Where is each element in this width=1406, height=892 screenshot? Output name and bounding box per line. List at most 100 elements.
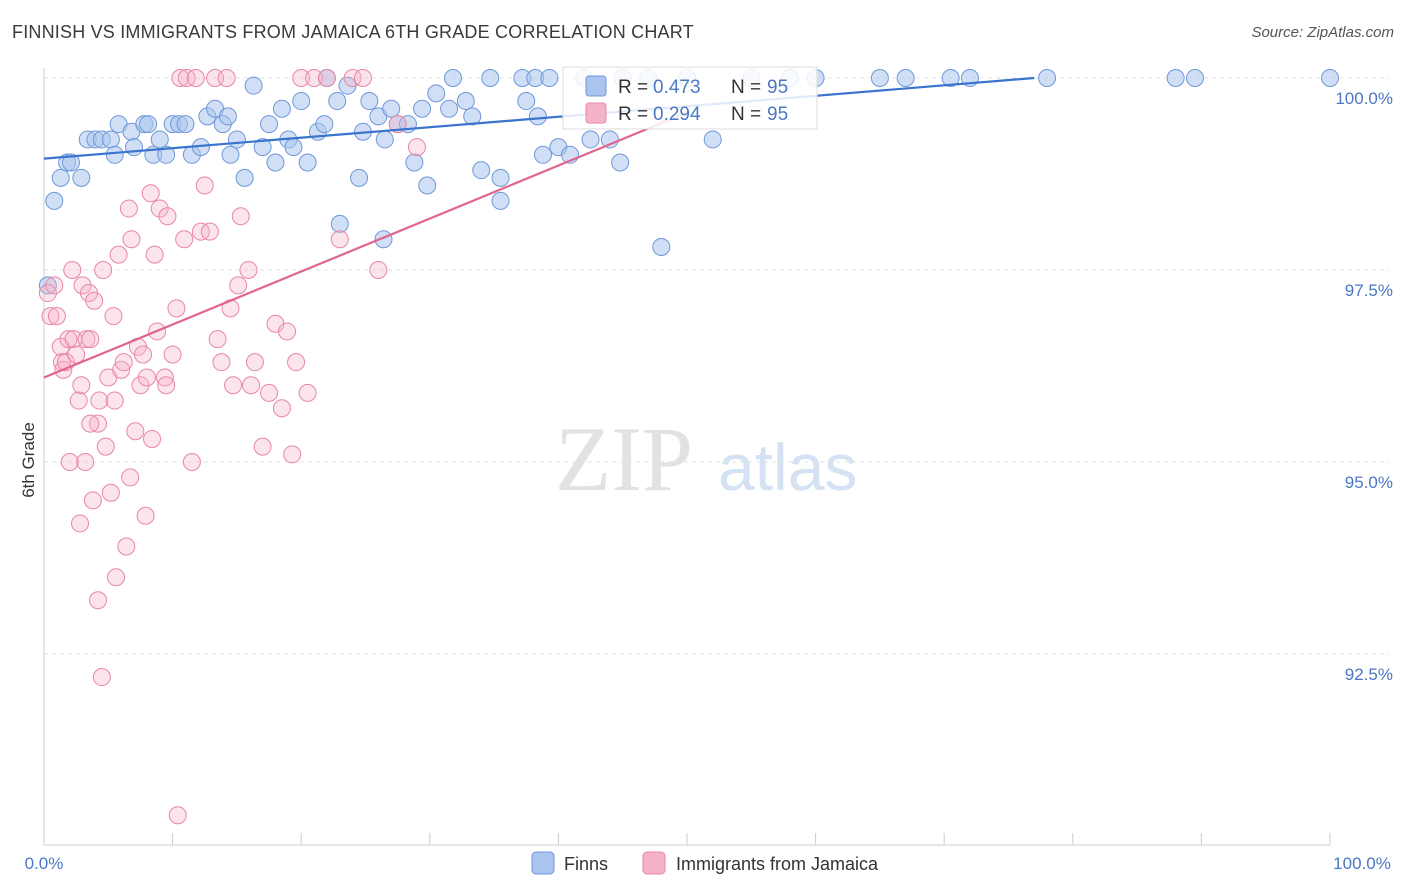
- finns-point: [941, 69, 960, 87]
- finns-point: [221, 145, 240, 164]
- jamaica-point: [191, 222, 210, 241]
- finns-point: [427, 84, 446, 103]
- jamaica-point: [158, 207, 177, 226]
- jamaica-point: [217, 69, 236, 87]
- stats-legend-n-value-jamaica: 95: [767, 104, 788, 125]
- stats-legend-n-label-2: N =: [731, 104, 761, 125]
- series-legend: Finns Immigrants from Jamaica: [531, 851, 879, 875]
- finns-point: [150, 130, 169, 149]
- chart-title: FINNISH VS IMMIGRANTS FROM JAMAICA 6TH G…: [12, 22, 694, 42]
- jamaica-point: [94, 261, 113, 279]
- finns-point: [45, 191, 64, 210]
- finns-point: [244, 76, 263, 95]
- finns-point: [413, 99, 432, 118]
- finns-point: [101, 130, 120, 149]
- jamaica-point: [208, 330, 227, 349]
- finns-point: [481, 69, 500, 87]
- jamaica-point: [47, 307, 66, 326]
- jamaica-point: [60, 453, 79, 471]
- finns-point: [272, 99, 291, 118]
- finns-point: [62, 153, 81, 172]
- finns-point: [456, 92, 475, 111]
- finns-point: [375, 130, 394, 149]
- jamaica-point: [317, 69, 336, 87]
- y-tick-label: 97.5%: [1345, 281, 1393, 300]
- jamaica-point: [283, 445, 302, 464]
- jamaica-point: [121, 468, 140, 487]
- finns-point: [292, 92, 311, 111]
- jamaica-point: [168, 806, 187, 825]
- series-legend-swatch-finns: [531, 851, 555, 875]
- finns-point: [1166, 69, 1185, 87]
- stats-legend-swatch-jamaica: [585, 102, 607, 124]
- trend-line-jamaica: [43, 111, 688, 379]
- finns-point: [284, 138, 303, 157]
- y-tick-label: 95.0%: [1345, 473, 1393, 492]
- jamaica-point: [67, 345, 86, 364]
- jamaica-point: [145, 245, 164, 264]
- y-tick-label: 92.5%: [1345, 665, 1393, 684]
- jamaica-point: [200, 222, 219, 241]
- jamaica-point: [38, 284, 57, 303]
- finns-point: [298, 153, 317, 172]
- jamaica-point: [136, 506, 155, 525]
- stats-legend-r-value-jamaica: 0.294: [653, 104, 701, 125]
- jamaica-point: [143, 429, 162, 448]
- jamaica-point: [117, 537, 136, 556]
- finns-point: [491, 168, 510, 187]
- finns-point: [235, 168, 254, 187]
- jamaica-point: [81, 414, 100, 433]
- jamaica-point: [63, 261, 82, 279]
- jamaica-point: [137, 368, 156, 387]
- series-jamaica-points: [38, 69, 426, 825]
- finns-point: [581, 130, 600, 149]
- jamaica-point: [195, 176, 214, 195]
- stats-legend-swatch-finns: [585, 75, 607, 97]
- stats-legend-r-value-finns: 0.473: [653, 77, 701, 98]
- jamaica-point: [73, 276, 92, 295]
- trend-line-finns: [43, 76, 1035, 160]
- finns-point: [253, 138, 272, 157]
- series-legend-swatch-jamaica: [642, 851, 666, 875]
- jamaica-point: [163, 345, 182, 364]
- finns-point: [703, 130, 722, 149]
- jamaica-point: [126, 422, 145, 441]
- jamaica-point: [59, 330, 78, 349]
- finns-point: [218, 107, 237, 126]
- jamaica-point: [105, 391, 124, 410]
- stats-legend-n-label-1: N =: [731, 77, 761, 98]
- finns-point: [1185, 69, 1204, 87]
- jamaica-point: [212, 353, 231, 372]
- series-legend-label-finns: Finns: [564, 854, 608, 874]
- finns-point: [418, 176, 437, 195]
- finns-point: [1038, 69, 1057, 87]
- source-credit: Source: ZipAtlas.com: [1251, 24, 1394, 41]
- jamaica-point: [150, 199, 169, 218]
- jamaica-point: [101, 483, 120, 502]
- jamaica-point: [245, 353, 264, 372]
- finns-point: [652, 237, 671, 256]
- finns-point: [139, 115, 158, 134]
- jamaica-point: [45, 276, 64, 295]
- x-tick-label-min: 0.0%: [25, 854, 64, 873]
- jamaica-point: [41, 307, 60, 326]
- jamaica-point: [157, 376, 176, 395]
- jamaica-point: [253, 437, 272, 456]
- jamaica-point: [167, 299, 186, 318]
- jamaica-point: [81, 330, 100, 349]
- finns-point: [330, 214, 349, 233]
- finns-point: [517, 92, 536, 111]
- jamaica-point: [260, 383, 279, 402]
- stats-legend: R = 0.473 N = 95 R = 0.294 N = 95: [562, 66, 818, 130]
- finns-point: [176, 115, 195, 134]
- jamaica-point: [77, 330, 96, 349]
- jamaica-point: [186, 69, 205, 87]
- stats-legend-n-value-finns: 95: [767, 77, 788, 98]
- jamaica-point: [224, 376, 243, 395]
- finns-point: [528, 107, 547, 126]
- jamaica-point: [278, 322, 297, 341]
- finns-point: [533, 145, 552, 164]
- finns-point: [472, 161, 491, 180]
- jamaica-point: [305, 69, 324, 87]
